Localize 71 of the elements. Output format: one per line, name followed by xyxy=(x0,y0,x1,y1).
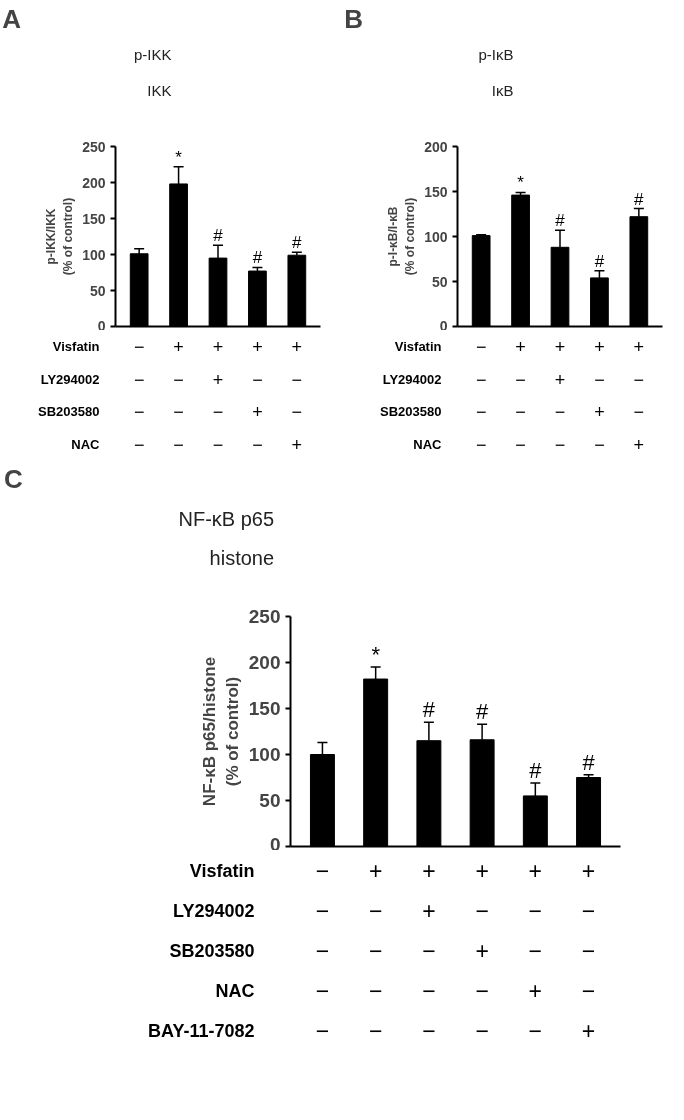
y-tick-label: 200 xyxy=(82,174,106,191)
y-tick-label: 200 xyxy=(248,652,281,673)
text: Visfatin xyxy=(52,339,100,355)
x-tick-label: − − − − − xyxy=(315,858,330,1044)
text: p-IKK xyxy=(133,46,172,63)
x-tick-label: − − − − xyxy=(475,337,487,455)
text: NAC xyxy=(413,436,443,452)
text: A xyxy=(2,4,22,35)
y-tick-label: 0 xyxy=(269,833,281,855)
x-tick-label: + − + − − xyxy=(475,858,489,1044)
x-tick-label: + + − − xyxy=(212,337,224,455)
y-tick-label: 50 xyxy=(89,282,106,299)
y-tick-label: 50 xyxy=(259,790,281,811)
y-tick-label: 250 xyxy=(248,606,281,627)
text: SB203580 xyxy=(380,404,442,420)
y-tick-label: 0 xyxy=(97,317,106,334)
annotation: # xyxy=(555,211,566,231)
x-tick-label: + − − − xyxy=(515,337,526,455)
annotation: # xyxy=(582,749,596,775)
y-tick-label: 50 xyxy=(431,273,448,290)
x-tick-label: + − − + xyxy=(291,337,303,455)
x-tick-label: + − − − − xyxy=(368,858,383,1044)
x-tick-label: + + − − xyxy=(554,337,566,455)
x-tick-label: + − + − xyxy=(252,337,263,455)
x-tick-label: + − − + xyxy=(633,337,645,455)
text: B xyxy=(344,4,363,35)
text: NAC xyxy=(71,436,101,452)
y-tick-label: 100 xyxy=(424,228,448,245)
text: C xyxy=(3,464,23,495)
text: LY294002 xyxy=(382,371,442,387)
y-tick-label: 200 xyxy=(424,138,448,155)
y-tick-label: 150 xyxy=(248,698,281,719)
annotation: # xyxy=(422,697,436,723)
annotation: * xyxy=(371,642,381,668)
text: Visfatin xyxy=(189,860,255,881)
text: IKK xyxy=(147,82,172,99)
annotation: # xyxy=(476,699,489,725)
y-tick-label: 150 xyxy=(82,210,106,227)
text: NF-κB p65 xyxy=(178,508,275,530)
text: LY294002 xyxy=(173,900,255,921)
text: IκB xyxy=(491,82,514,99)
y-tick-label: 0 xyxy=(439,317,448,334)
y-axis-title: p-IKK/IKK (% of control) xyxy=(44,197,76,276)
y-tick-label: 100 xyxy=(248,744,281,765)
text: SB203580 xyxy=(169,940,255,961)
x-tick-label: + − − − xyxy=(173,337,184,455)
y-tick-label: 250 xyxy=(82,138,106,155)
x-tick-label: + − − + − xyxy=(528,858,543,1044)
annotation: * xyxy=(517,173,525,193)
text: BAY-11-7082 xyxy=(148,1020,255,1041)
annotation: # xyxy=(634,189,645,209)
x-tick-label: + − + − xyxy=(594,337,605,455)
text: Visfatin xyxy=(394,339,442,355)
y-tick-label: 100 xyxy=(82,246,106,263)
y-tick-label: 150 xyxy=(424,183,448,200)
annotation: # xyxy=(594,251,605,271)
annotation: # xyxy=(529,758,543,784)
y-axis-title: p-I-κB/I-κB (% of control) xyxy=(386,197,418,276)
annotation: # xyxy=(252,248,263,268)
text: SB203580 xyxy=(38,404,100,420)
text: p-IκB xyxy=(478,46,514,63)
x-tick-label: − − − − xyxy=(133,337,145,455)
x-tick-label: + + − − − xyxy=(422,858,436,1044)
annotation: # xyxy=(292,233,303,253)
y-axis-title: NF-κB p65/histone (% of control) xyxy=(200,656,242,807)
annotation: # xyxy=(213,226,224,246)
annotation: * xyxy=(175,147,183,167)
text: histone xyxy=(209,547,275,569)
x-tick-label: + − − − + xyxy=(581,858,596,1044)
text: LY294002 xyxy=(40,371,100,387)
text: NAC xyxy=(215,980,255,1001)
